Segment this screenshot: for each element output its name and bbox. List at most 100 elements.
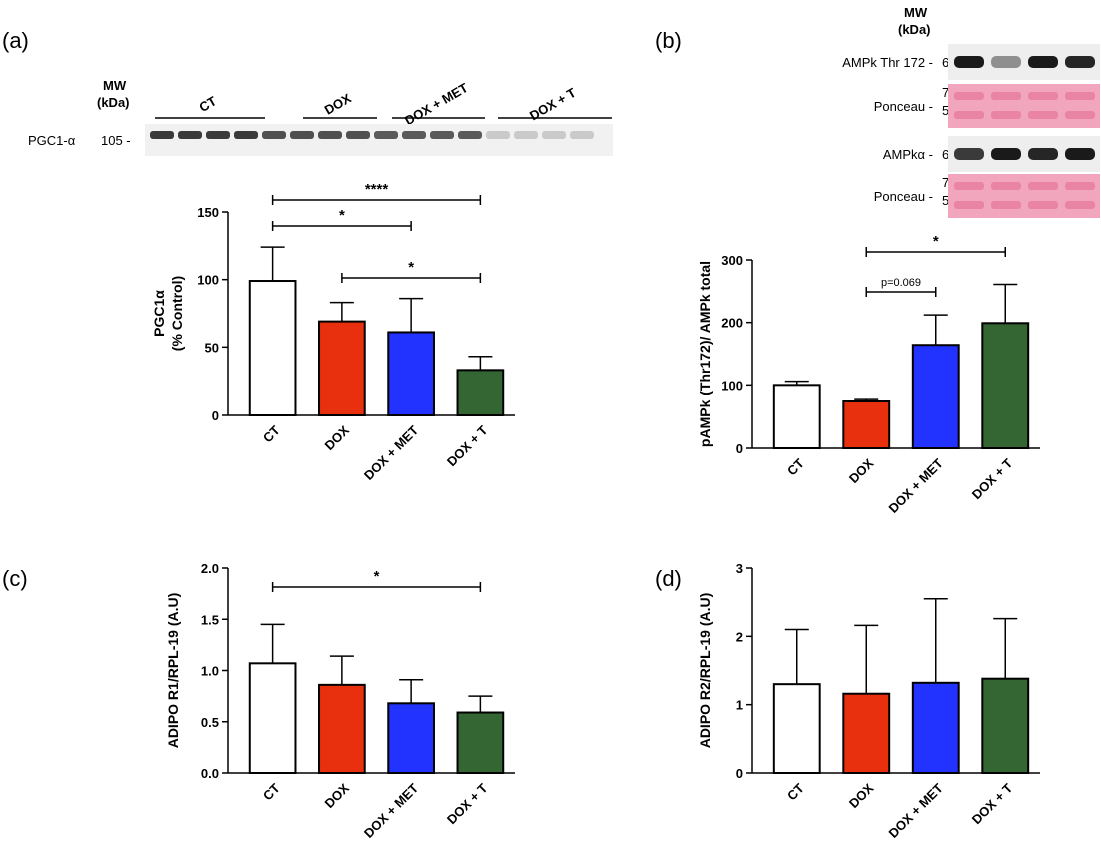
chart-a: 0 50 100 150 PGC1α (% Control) CT DOX DOX + MET D… (151, 181, 515, 483)
blot-a-protein-label: PGC1-α (28, 133, 76, 148)
y-axis-label-line2: (% Control) (169, 276, 185, 351)
bar-dox (318, 320, 366, 416)
bar-dox-met (911, 681, 960, 774)
blot-b-mw-unit: (kDa) (898, 22, 931, 37)
blot-a-band (290, 131, 314, 139)
blot-a-group-label-ct: CT (196, 93, 219, 115)
y-tick-label: 1.0 (201, 664, 219, 679)
blot-b-ponceau-band (954, 182, 984, 190)
y-tick-label: 2 (736, 629, 743, 644)
panel-label-c: (c) (2, 566, 28, 591)
blot-a-band (486, 131, 510, 139)
bar-dox-met (387, 331, 435, 416)
y-tick-label: 0 (736, 766, 743, 781)
blot-b-band (991, 56, 1021, 68)
blot-b-row-label-ampk-thr-172: AMPk Thr 172 - (842, 55, 933, 70)
significance-label: p=0.069 (881, 277, 921, 289)
bar-ct (248, 280, 297, 416)
significance-label: * (374, 568, 380, 585)
blot-a-band (234, 131, 258, 139)
y-tick-label: 300 (721, 253, 743, 268)
blot-a-band (346, 131, 370, 139)
blot-b-ponceau-band (991, 92, 1021, 100)
y-tick-label: 100 (721, 378, 743, 393)
blot-b-ponceau-band (954, 201, 984, 209)
blot-b-ponceau-band (1028, 111, 1058, 119)
category-label-dox-t: DOX + T (969, 780, 1016, 827)
y-tick-label: 100 (197, 273, 219, 288)
chart-c: 0.0 0.5 1.0 1.5 2.0 ADIPO R1/RPL-19 (A.U) CT DO… (165, 561, 515, 841)
blot-a-band (374, 131, 398, 139)
y-tick-label: 0.0 (201, 766, 219, 781)
blot-a-band (178, 131, 202, 139)
blot-b-band (991, 148, 1021, 160)
panel-label-a: (a) (2, 28, 29, 53)
bar-dox-met (387, 702, 435, 774)
blot-a-band (570, 131, 594, 139)
bar-ct (248, 662, 297, 775)
bar-ct (772, 683, 821, 775)
y-tick-label: 200 (721, 316, 743, 331)
blot-b-band (1028, 56, 1058, 68)
bar-dox-t (981, 677, 1030, 775)
blot-a-band (206, 131, 230, 139)
blot-b-ponceau-membrane (948, 84, 1100, 128)
bar-dox-t (456, 369, 505, 416)
y-axis-label-line1: PGC1α (151, 290, 167, 337)
category-label-dox-t: DOX + T (444, 422, 491, 469)
blot-a-band (150, 131, 174, 139)
chart-b: 0 100 200 300 pAMPk (Thr172)/ AMPk total CT DO… (697, 233, 1040, 516)
blot-a-band (514, 131, 538, 139)
western-blot-b: MW (kDa) AMPk Thr 172 -62 -Ponceau -75 -… (842, 5, 1100, 218)
y-tick-label: 0 (212, 408, 219, 423)
y-tick-label: 0.5 (201, 715, 219, 730)
category-label-ct: CT (784, 455, 807, 478)
blot-a-band (542, 131, 566, 139)
blot-b-band (954, 56, 984, 68)
blot-b-ponceau-band (1065, 111, 1095, 119)
blot-a-mw-header: MW (103, 78, 127, 93)
blot-a-band (318, 131, 342, 139)
y-axis-label: ADIPO R1/RPL-19 (A.U) (165, 593, 181, 749)
category-label-dox: DOX (846, 780, 877, 811)
y-tick-label: 3 (736, 561, 743, 576)
bar-dox (842, 400, 891, 449)
blot-a-group-label-dox-met: DOX + MET (402, 80, 471, 128)
blot-b-ponceau-band (991, 111, 1021, 119)
blot-a-mw-value: 105 - (101, 133, 131, 148)
category-label-dox-met: DOX + MET (885, 780, 945, 840)
blot-b-ponceau-membrane (948, 174, 1100, 218)
y-tick-label: 50 (205, 340, 219, 355)
blot-a-membrane (145, 124, 613, 156)
blot-b-band (954, 148, 984, 160)
blot-b-band (1065, 56, 1095, 68)
blot-b-ponceau-band (1065, 201, 1095, 209)
western-blot-a: MW (kDa) PGC1-α 105 - CT DOX DOX + MET DOX … (28, 78, 613, 156)
blot-a-mw-unit: (kDa) (97, 95, 130, 110)
category-label-dox-t: DOX + T (444, 780, 491, 827)
significance-label: * (933, 233, 939, 250)
blot-b-ponceau-band (954, 92, 984, 100)
panel-label-d: (d) (655, 566, 682, 591)
blot-b-ponceau-band (991, 201, 1021, 209)
y-axis-label: pAMPk (Thr172)/ AMPk total (697, 261, 713, 447)
blot-a-band (402, 131, 426, 139)
category-label-ct: CT (260, 422, 283, 445)
y-tick-label: 2.0 (201, 561, 219, 576)
significance-label: **** (365, 181, 389, 198)
category-label-ct: CT (784, 780, 807, 803)
category-label-dox-met: DOX + MET (885, 455, 945, 515)
y-tick-label: 0 (736, 441, 743, 456)
blot-b-row-label-ponceau: Ponceau - (874, 189, 933, 204)
blot-b-ponceau-band (954, 111, 984, 119)
blot-b-mw-header: MW (904, 5, 928, 20)
blot-b-ponceau-band (1028, 92, 1058, 100)
blot-a-band (458, 131, 482, 139)
blot-b-ponceau-band (1028, 182, 1058, 190)
category-label-dox-t: DOX + T (969, 455, 1016, 502)
bar-dox (318, 683, 366, 774)
y-tick-label: 1.5 (201, 612, 219, 627)
category-label-dox: DOX (846, 455, 877, 486)
blot-a-band (430, 131, 454, 139)
